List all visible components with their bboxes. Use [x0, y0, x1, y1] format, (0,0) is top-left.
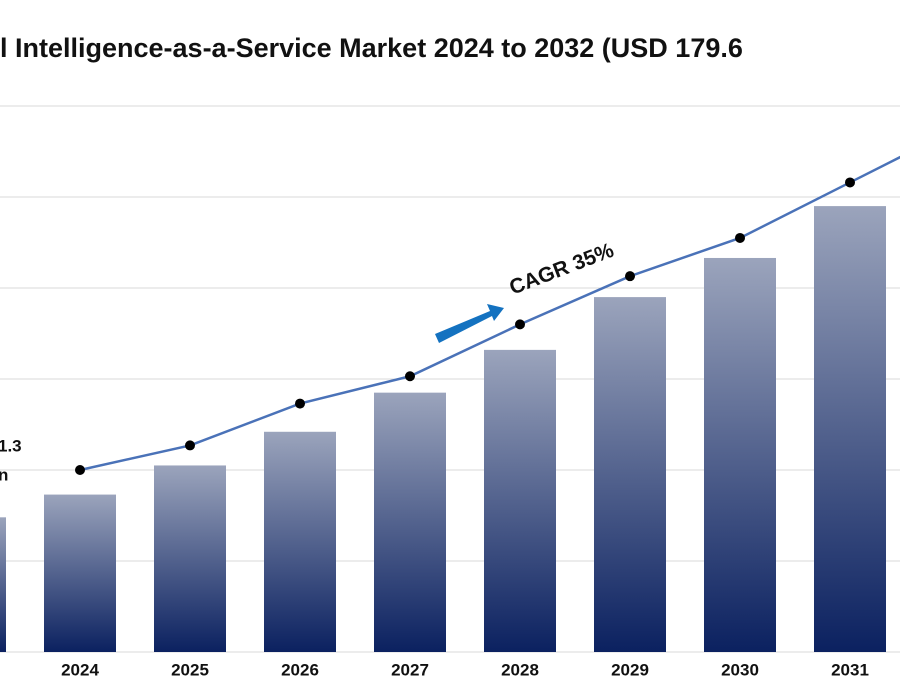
x-tick-label: 2024 [61, 660, 99, 679]
line-point [185, 440, 195, 451]
line-point [405, 371, 415, 382]
bar [0, 517, 6, 652]
line-point [845, 177, 855, 188]
x-tick-label: 2030 [721, 660, 759, 679]
x-tick-label: 2025 [171, 660, 209, 679]
plot-area [0, 105, 900, 653]
x-tick-label: 2028 [501, 660, 539, 679]
line-point [295, 398, 305, 409]
bar [814, 206, 886, 652]
bar [44, 494, 116, 652]
x-tick-label: 2026 [281, 660, 319, 679]
line-point [625, 271, 635, 282]
bar [374, 392, 446, 652]
x-tick-label: 2031 [831, 660, 869, 679]
chart-title: l Intelligence-as-a-Service Market 2024 … [0, 33, 743, 63]
annotation: 1.3 [0, 436, 22, 455]
line-point [75, 465, 85, 475]
annotation: n [0, 465, 8, 484]
bar [154, 465, 226, 652]
bar [264, 431, 336, 652]
x-tick-label: 2029 [611, 660, 649, 679]
line-point [735, 232, 745, 243]
bar [484, 349, 556, 652]
line-point [515, 319, 525, 330]
x-tick-label: 2027 [391, 660, 429, 679]
cagr-arrow [435, 304, 504, 343]
bar [704, 257, 776, 652]
bar [594, 297, 666, 652]
